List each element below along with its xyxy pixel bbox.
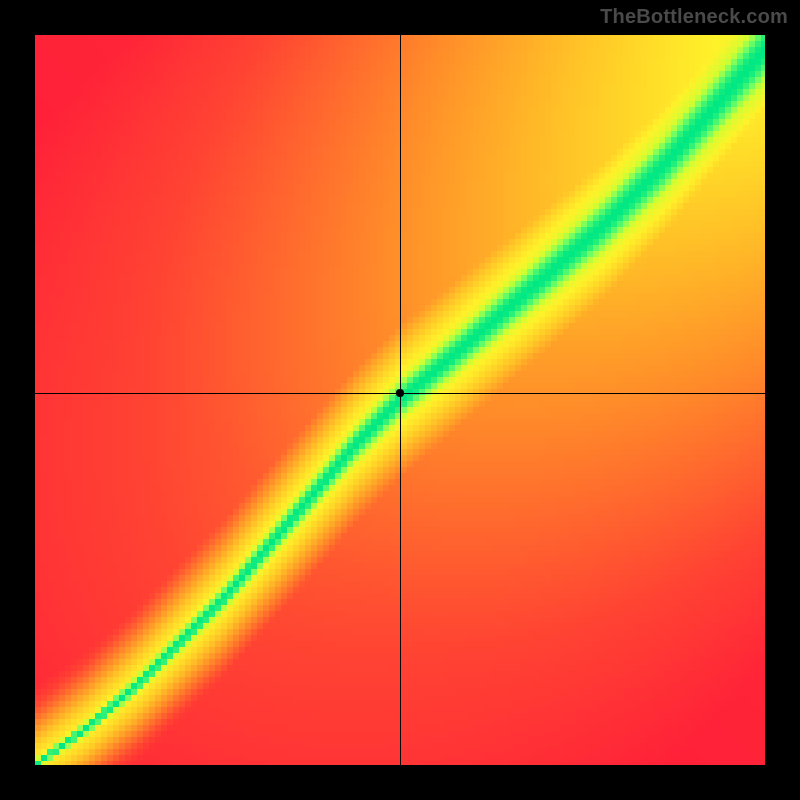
chart-container: TheBottleneck.com xyxy=(0,0,800,800)
watermark-text: TheBottleneck.com xyxy=(600,6,788,29)
plot-frame xyxy=(35,35,765,765)
heatmap-canvas xyxy=(35,35,765,765)
